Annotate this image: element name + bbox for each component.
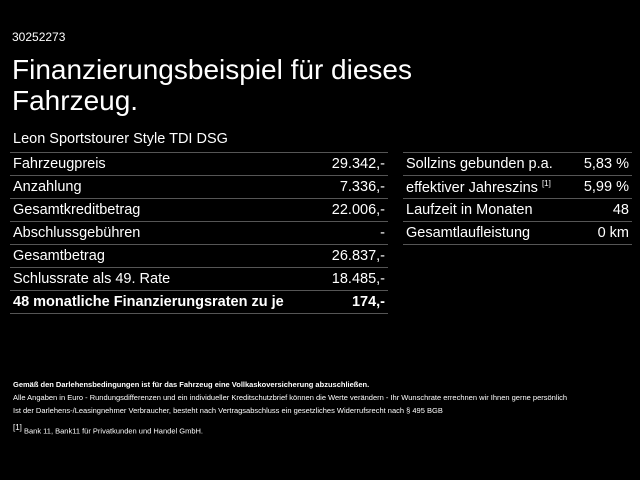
vehicle-id: 30252273 [12,30,66,44]
table-row: effektiver Jahreszins [1] 5,99 % [403,175,632,199]
interest-table: Sollzins gebunden p.a. 5,83 % effektiver … [403,152,632,245]
table-row: Schlussrate als 49. Rate 18.485,- [10,267,388,291]
table-row: Gesamtkreditbetrag 22.006,- [10,198,388,222]
monthly-rate-row: 48 monatliche Finanzierungsraten zu je 17… [10,290,388,314]
table-row: Gesamtbetrag 26.837,- [10,244,388,268]
table-row: Anzahlung 7.336,- [10,175,388,199]
table-row: Fahrzeugpreis 29.342,- [10,152,388,176]
table-row: Abschlussgebühren - [10,221,388,245]
table-row: Laufzeit in Monaten 48 [403,198,632,222]
financing-table: Fahrzeugpreis 29.342,- Anzahlung 7.336,- G… [10,152,388,314]
table-row: Sollzins gebunden p.a. 5,83 % [403,152,632,176]
legal-notes: Gemäß den Darlehensbedingungen ist für d… [13,380,568,436]
model-name: Leon Sportstourer Style TDI DSG [13,131,228,147]
page-title: Finanzierungsbeispiel für dieses Fahrzeu… [12,54,412,116]
footnote-ref: [1] [541,178,551,188]
table-row: Gesamtlaufleistung 0 km [403,221,632,245]
